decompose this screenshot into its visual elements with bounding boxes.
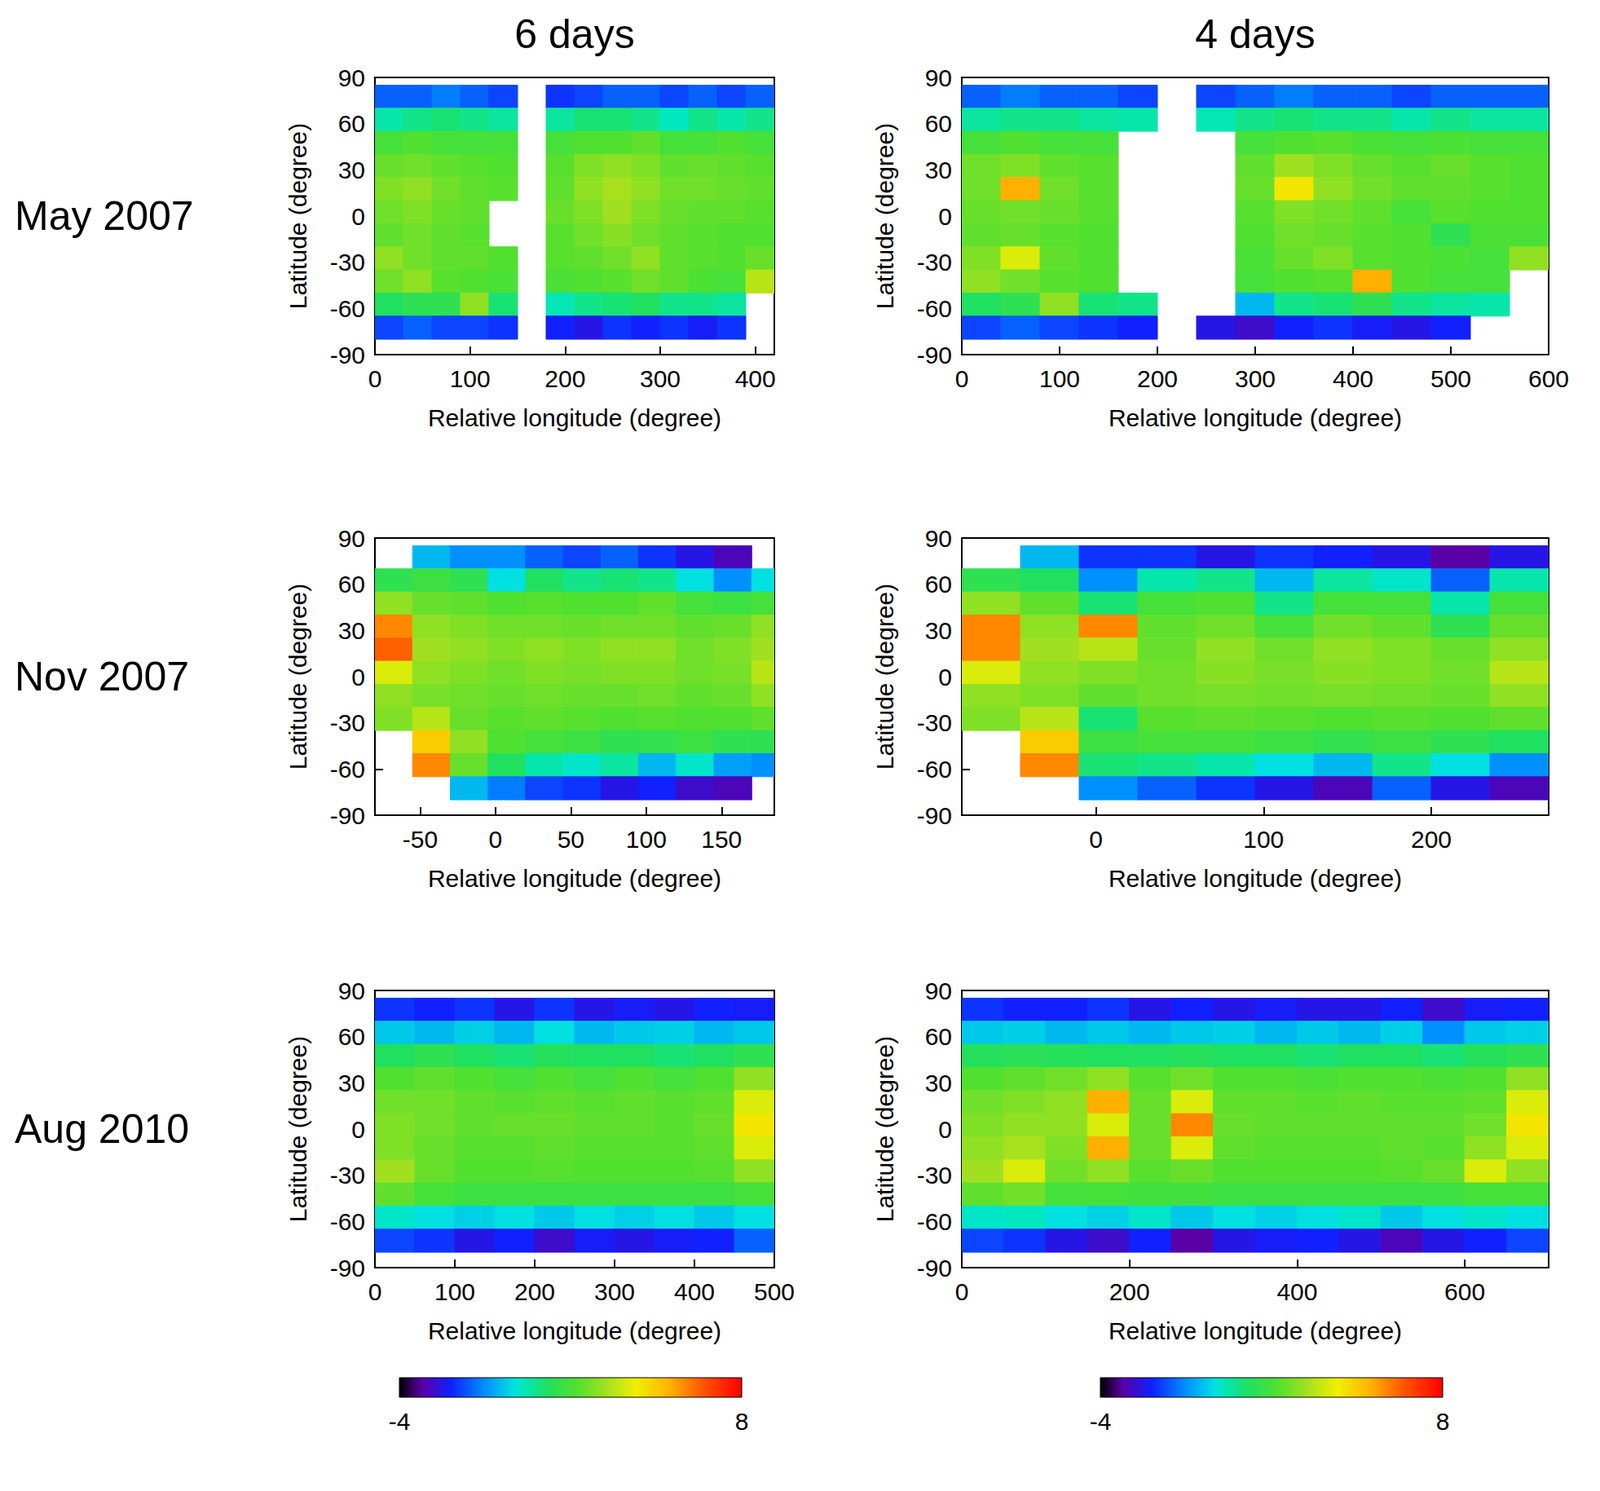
svg-text:-90: -90 — [330, 341, 366, 369]
svg-text:Relative longitude (degree): Relative longitude (degree) — [1108, 1317, 1402, 1345]
svg-text:100: 100 — [434, 1278, 476, 1305]
svg-text:8: 8 — [1436, 1407, 1451, 1435]
svg-text:0: 0 — [351, 202, 366, 230]
svg-text:60: 60 — [338, 110, 366, 137]
svg-text:Latitude (degree): Latitude (degree) — [284, 123, 312, 310]
svg-text:500: 500 — [753, 1278, 795, 1305]
svg-text:0: 0 — [351, 663, 366, 691]
svg-text:8: 8 — [735, 1407, 750, 1435]
svg-text:600: 600 — [1528, 365, 1570, 393]
svg-text:400: 400 — [1332, 365, 1374, 393]
svg-text:200: 200 — [544, 365, 586, 393]
svg-text:0: 0 — [955, 365, 970, 393]
svg-text:-60: -60 — [916, 1207, 953, 1235]
svg-text:400: 400 — [735, 365, 776, 393]
svg-text:-90: -90 — [916, 341, 953, 369]
svg-text:60: 60 — [338, 570, 366, 598]
svg-text:-90: -90 — [330, 1254, 366, 1282]
svg-text:-30: -30 — [330, 248, 366, 276]
svg-text:0: 0 — [368, 1278, 383, 1305]
svg-text:0: 0 — [489, 825, 503, 853]
svg-text:90: 90 — [338, 64, 366, 92]
svg-text:-30: -30 — [916, 1161, 953, 1189]
svg-text:90: 90 — [925, 64, 953, 92]
svg-text:200: 200 — [514, 1278, 556, 1305]
svg-text:Latitude (degree): Latitude (degree) — [871, 1035, 899, 1223]
svg-text:30: 30 — [338, 617, 366, 644]
svg-text:May 2007: May 2007 — [14, 193, 194, 239]
svg-text:60: 60 — [338, 1022, 366, 1050]
svg-text:0: 0 — [938, 202, 953, 230]
svg-text:-60: -60 — [330, 295, 366, 322]
svg-text:300: 300 — [1234, 365, 1276, 393]
svg-text:100: 100 — [1242, 825, 1284, 853]
svg-text:300: 300 — [594, 1278, 635, 1305]
svg-text:Relative longitude (degree): Relative longitude (degree) — [1108, 404, 1402, 432]
svg-text:30: 30 — [338, 156, 366, 184]
svg-text:30: 30 — [925, 617, 953, 644]
svg-text:-30: -30 — [916, 709, 953, 737]
svg-text:-60: -60 — [916, 755, 953, 783]
svg-text:100: 100 — [625, 825, 667, 853]
svg-text:4 days: 4 days — [1194, 11, 1315, 58]
svg-text:90: 90 — [925, 524, 953, 552]
svg-text:-90: -90 — [330, 802, 366, 829]
svg-text:Latitude (degree): Latitude (degree) — [284, 1035, 312, 1223]
svg-text:-90: -90 — [916, 1254, 953, 1282]
svg-text:0: 0 — [955, 1278, 970, 1305]
svg-text:Latitude (degree): Latitude (degree) — [871, 123, 899, 310]
svg-text:0: 0 — [938, 1115, 953, 1143]
svg-text:-4: -4 — [388, 1407, 411, 1435]
svg-text:90: 90 — [338, 977, 366, 1005]
svg-text:60: 60 — [925, 570, 953, 598]
svg-text:200: 200 — [1137, 365, 1178, 393]
svg-text:-30: -30 — [330, 709, 366, 737]
svg-text:-30: -30 — [330, 1161, 366, 1189]
svg-text:Relative longitude (degree): Relative longitude (degree) — [427, 1317, 722, 1345]
svg-text:0: 0 — [351, 1115, 366, 1143]
svg-text:50: 50 — [557, 825, 585, 853]
svg-text:90: 90 — [925, 977, 953, 1005]
svg-text:60: 60 — [925, 1022, 953, 1050]
svg-text:Latitude (degree): Latitude (degree) — [284, 583, 312, 771]
svg-text:-60: -60 — [330, 1207, 366, 1235]
svg-text:400: 400 — [1276, 1278, 1318, 1305]
svg-text:-60: -60 — [330, 755, 366, 783]
svg-text:-30: -30 — [916, 248, 953, 276]
svg-text:-4: -4 — [1089, 1407, 1112, 1435]
svg-text:100: 100 — [1039, 365, 1080, 393]
svg-text:6 days: 6 days — [514, 11, 635, 58]
svg-text:500: 500 — [1430, 365, 1472, 393]
svg-text:Latitude (degree): Latitude (degree) — [871, 583, 899, 771]
svg-text:Relative longitude (degree): Relative longitude (degree) — [427, 864, 722, 892]
svg-text:0: 0 — [368, 365, 383, 393]
svg-text:Aug 2010: Aug 2010 — [14, 1106, 190, 1152]
svg-text:Nov 2007: Nov 2007 — [14, 653, 190, 700]
svg-text:30: 30 — [925, 156, 953, 184]
svg-text:-60: -60 — [916, 295, 953, 322]
svg-text:30: 30 — [338, 1069, 366, 1097]
svg-text:60: 60 — [925, 110, 953, 137]
svg-text:-50: -50 — [402, 825, 438, 853]
svg-text:200: 200 — [1109, 1278, 1151, 1305]
svg-text:Relative longitude (degree): Relative longitude (degree) — [1108, 864, 1402, 892]
svg-text:200: 200 — [1410, 825, 1452, 853]
svg-text:600: 600 — [1444, 1278, 1486, 1305]
svg-text:100: 100 — [449, 365, 491, 393]
svg-text:-90: -90 — [916, 802, 953, 829]
svg-text:Relative longitude (degree): Relative longitude (degree) — [427, 404, 722, 432]
svg-text:150: 150 — [700, 825, 742, 853]
svg-text:0: 0 — [1088, 825, 1103, 853]
svg-text:400: 400 — [674, 1278, 715, 1305]
svg-text:0: 0 — [938, 663, 953, 691]
svg-text:90: 90 — [338, 524, 366, 552]
svg-text:300: 300 — [639, 365, 681, 393]
svg-text:30: 30 — [925, 1069, 953, 1097]
